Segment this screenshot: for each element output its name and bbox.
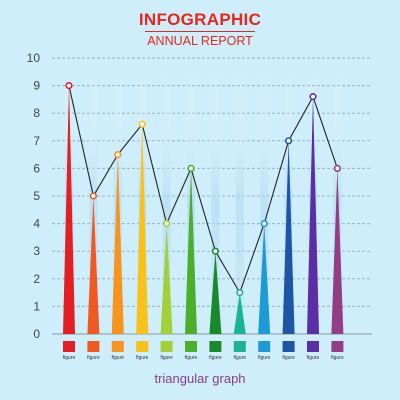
legend-label: figure — [209, 355, 222, 361]
legend-swatch — [331, 341, 344, 352]
bar-glows — [65, 66, 342, 334]
triangle-bar — [233, 292, 246, 334]
data-point — [309, 93, 317, 101]
legend-label: figure — [234, 355, 247, 361]
data-point — [114, 151, 122, 159]
legend-swatch — [160, 341, 173, 352]
triangle-bar — [282, 140, 295, 334]
y-tick-label: 0 — [33, 327, 40, 341]
legend-label: figure — [112, 355, 125, 361]
trend-line — [68, 85, 338, 294]
y-tick-label: 7 — [33, 134, 40, 148]
legend-label: figure — [136, 355, 149, 361]
bar-glow — [260, 66, 269, 334]
bar-glow — [162, 66, 171, 334]
y-tick-label: 10 — [27, 51, 41, 65]
bars — [63, 85, 344, 335]
data-point — [333, 164, 342, 172]
data-points — [65, 81, 342, 297]
legend-swatch — [111, 341, 124, 352]
y-tick-label: 4 — [33, 217, 40, 231]
legend-label: figure — [185, 355, 198, 361]
data-point — [65, 81, 73, 90]
y-tick-label: 8 — [33, 106, 40, 120]
legend-swatch — [307, 341, 319, 352]
triangle-bar — [111, 154, 124, 334]
y-tick-label: 3 — [33, 244, 40, 258]
triangle-bar — [87, 196, 100, 334]
data-point — [285, 137, 293, 145]
triangle-bar — [331, 168, 344, 334]
bar-glow — [235, 66, 244, 334]
legend-label: figure — [282, 355, 295, 361]
legend-swatch — [136, 341, 149, 352]
triangle-bar — [63, 85, 75, 334]
legend-label: figure — [258, 355, 271, 361]
data-point — [211, 247, 219, 255]
legend-swatch — [185, 341, 197, 352]
data-point — [89, 192, 97, 200]
legend-label: figure — [160, 355, 173, 361]
legend-label: figure — [63, 355, 76, 361]
triangle-bar — [209, 251, 222, 334]
legend-label: figure — [307, 355, 320, 361]
y-tick-label: 5 — [33, 189, 40, 203]
footer-caption: triangular graph — [154, 371, 246, 386]
y-tick-label: 6 — [33, 161, 40, 175]
triangle-bar — [185, 168, 197, 334]
data-point — [260, 220, 268, 228]
triangle-bar — [160, 223, 173, 334]
y-tick-label: 9 — [33, 79, 40, 93]
data-point — [187, 164, 195, 172]
legend-swatch — [282, 341, 295, 352]
category-legend: figure figure figure figure figure figure figu… — [63, 341, 344, 361]
legend-swatch — [209, 341, 222, 352]
legend-swatch — [233, 341, 246, 352]
legend-label: figure — [87, 355, 100, 361]
triangle-bar — [136, 124, 149, 335]
legend-swatch — [258, 341, 271, 352]
legend-label: figure — [331, 355, 344, 361]
y-tick-label: 2 — [33, 272, 40, 286]
triangle-bar — [307, 96, 319, 334]
page-title: INFOGRAPHIC — [138, 10, 262, 29]
legend-swatch — [63, 341, 75, 352]
page-subtitle: ANNUAL REPORT — [145, 31, 255, 48]
triangle-bar — [258, 223, 271, 334]
bar-glow — [211, 66, 220, 334]
data-point — [138, 120, 146, 128]
y-axis-ticks: 0 1 2 3 4 5 6 7 8 9 10 — [27, 51, 41, 341]
trend-polyline — [68, 85, 338, 294]
data-point — [236, 289, 244, 297]
y-tick-label: 1 — [33, 299, 40, 313]
legend-swatch — [87, 341, 100, 352]
data-point — [163, 220, 171, 228]
